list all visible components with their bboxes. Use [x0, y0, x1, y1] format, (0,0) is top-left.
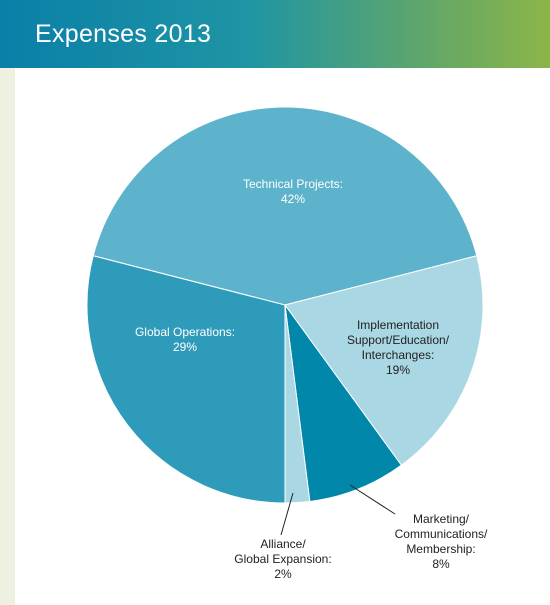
pie-slice — [86, 255, 286, 504]
pie-slice — [92, 106, 478, 306]
side-strip — [0, 0, 15, 605]
slice-value: 19% — [385, 363, 411, 377]
slice-value: 42% — [280, 192, 306, 206]
pie-slice — [284, 304, 403, 502]
leader-line — [349, 484, 396, 515]
pie-slice — [284, 255, 484, 466]
slice-label: Marketing/ Communications/ Membership: — [394, 512, 488, 556]
header-bar — [0, 0, 550, 68]
slice-value: 8% — [432, 557, 450, 571]
slice-label: Technical Projects: — [242, 177, 344, 191]
leader-line — [280, 492, 294, 536]
chart-title: Expenses 2013 — [35, 20, 212, 48]
slice-value: 29% — [172, 340, 198, 354]
slice-label: Alliance/ Global Expansion: — [234, 537, 332, 566]
slice-value: 2% — [274, 567, 292, 581]
slice-label: Implementation Support/Education/ Interc… — [346, 318, 450, 362]
slice-label: Global Operations: — [134, 325, 236, 339]
